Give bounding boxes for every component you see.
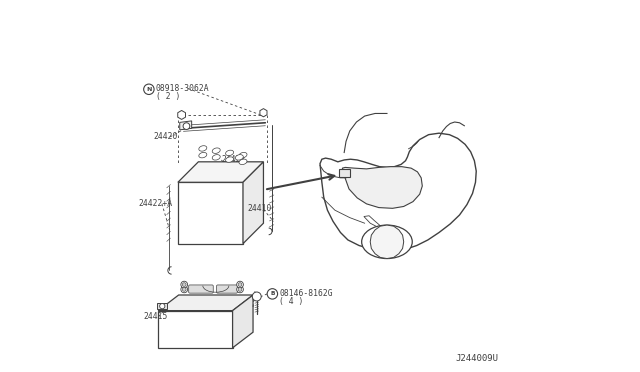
Ellipse shape — [199, 146, 207, 151]
Polygon shape — [157, 303, 168, 309]
Polygon shape — [158, 295, 253, 311]
Ellipse shape — [225, 150, 234, 155]
Polygon shape — [342, 167, 422, 208]
FancyBboxPatch shape — [216, 285, 237, 293]
Ellipse shape — [239, 159, 247, 164]
Text: ( 2 ): ( 2 ) — [156, 92, 180, 101]
Polygon shape — [178, 110, 186, 119]
Text: B: B — [270, 291, 275, 296]
Circle shape — [183, 123, 190, 129]
Ellipse shape — [212, 155, 220, 160]
Text: J244009U: J244009U — [456, 354, 499, 363]
Circle shape — [267, 289, 278, 299]
Text: 24420: 24420 — [154, 132, 178, 141]
Text: ( 4 ): ( 4 ) — [279, 297, 303, 306]
Ellipse shape — [236, 155, 243, 160]
Circle shape — [182, 283, 186, 286]
Text: 08146-8162G: 08146-8162G — [279, 289, 333, 298]
Text: 24415: 24415 — [143, 312, 168, 321]
Text: 24410: 24410 — [248, 204, 272, 213]
Polygon shape — [158, 311, 232, 348]
Circle shape — [252, 292, 261, 301]
Ellipse shape — [212, 148, 220, 153]
Circle shape — [238, 288, 242, 291]
Text: N: N — [146, 87, 152, 92]
Circle shape — [159, 304, 165, 309]
Circle shape — [181, 286, 188, 293]
Polygon shape — [180, 121, 191, 130]
Text: 24422+A: 24422+A — [139, 199, 173, 208]
Circle shape — [181, 281, 188, 288]
Polygon shape — [370, 225, 404, 259]
Circle shape — [143, 84, 154, 94]
Ellipse shape — [199, 153, 207, 158]
Text: 08918-3062A: 08918-3062A — [156, 84, 209, 93]
Polygon shape — [178, 162, 264, 182]
FancyBboxPatch shape — [189, 285, 213, 293]
Polygon shape — [243, 162, 264, 244]
Polygon shape — [320, 133, 476, 251]
Ellipse shape — [362, 225, 412, 259]
Polygon shape — [260, 109, 267, 117]
Circle shape — [237, 286, 243, 293]
Text: 24422: 24422 — [221, 155, 246, 164]
Ellipse shape — [239, 153, 247, 158]
Polygon shape — [364, 216, 380, 228]
Polygon shape — [178, 182, 243, 244]
Circle shape — [182, 288, 186, 291]
Circle shape — [237, 281, 243, 288]
Ellipse shape — [225, 157, 234, 162]
Bar — [339, 169, 350, 177]
Polygon shape — [232, 295, 253, 348]
Circle shape — [238, 283, 242, 286]
